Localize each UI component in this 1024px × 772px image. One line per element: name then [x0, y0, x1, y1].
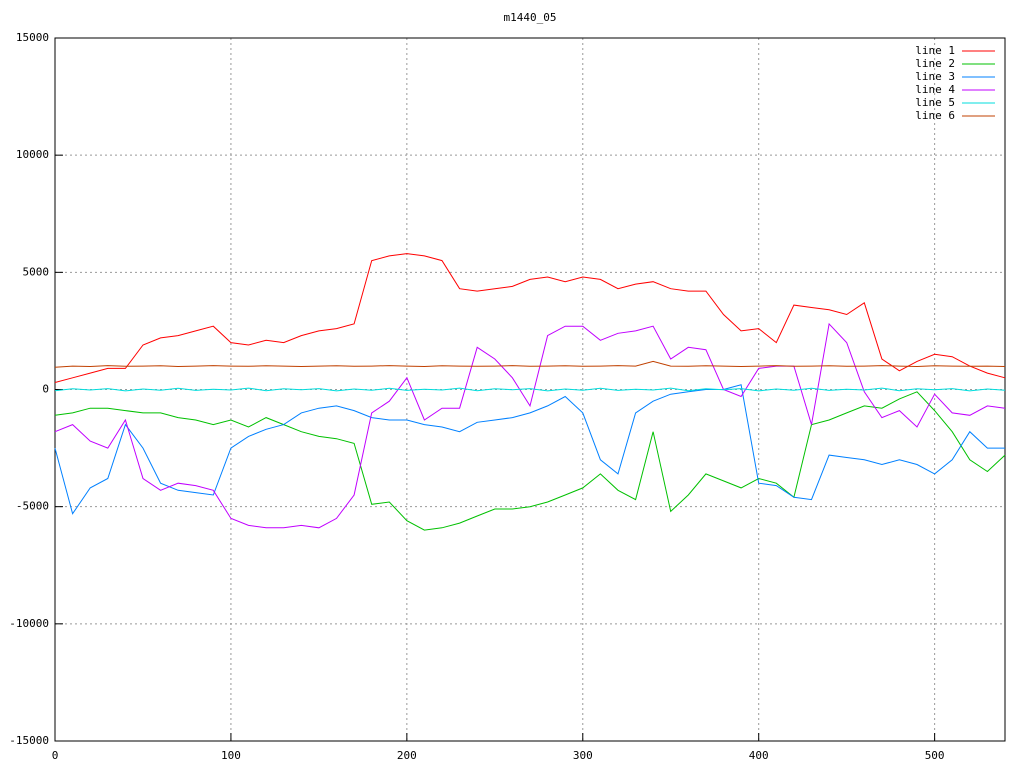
x-tick-label: 500 — [925, 749, 945, 762]
series-line — [54, 387, 1006, 392]
legend-label: line 2 — [915, 57, 955, 70]
legend-label: line 5 — [915, 96, 955, 109]
series-line — [54, 384, 1005, 515]
legend-label: line 4 — [915, 83, 955, 96]
legend-label: line 3 — [915, 70, 955, 83]
x-tick-label: 300 — [573, 749, 593, 762]
series-line — [54, 391, 1006, 531]
y-tick-label: -5000 — [16, 500, 49, 513]
y-tick-label: 0 — [42, 383, 49, 396]
x-tick-label: 0 — [52, 749, 59, 762]
x-tick-label: 200 — [397, 749, 417, 762]
chart-title: m1440_05 — [504, 11, 557, 24]
y-tick-label: 10000 — [16, 148, 49, 161]
x-tick-label: 100 — [221, 749, 241, 762]
series-line — [54, 360, 1006, 368]
y-tick-label: 15000 — [16, 31, 49, 44]
legend-label: line 1 — [915, 44, 955, 57]
series-line — [54, 322, 1006, 529]
y-tick-label: -15000 — [9, 734, 49, 747]
plot-frame — [54, 37, 1006, 742]
series-line — [54, 253, 1006, 383]
legend-label: line 6 — [915, 109, 955, 122]
x-tick-label: 400 — [749, 749, 769, 762]
y-tick-label: 5000 — [23, 265, 50, 278]
y-tick-label: -10000 — [9, 617, 49, 630]
